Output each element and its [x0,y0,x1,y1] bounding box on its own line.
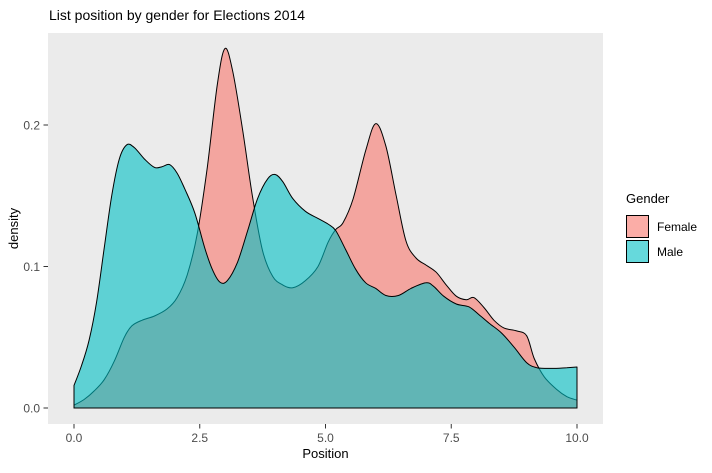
density-area-male [73,143,578,409]
y-tick-label: 0.0 [23,402,40,416]
legend-item-female: Female [626,215,697,238]
legend-label-male: Male [657,244,684,259]
x-tick-label: 0.0 [66,431,83,445]
x-tick-label: 5.0 [317,431,334,445]
plot-title: List position by gender for Elections 20… [49,7,306,23]
y-axis-title: density [1,33,27,424]
legend: Gender Female Male [626,191,697,265]
legend-swatch-female [626,215,649,238]
x-axis-title: Position [302,446,349,461]
x-tick-label: 2.5 [191,431,208,445]
legend-label-female: Female [657,219,698,234]
legend-swatch-male [626,240,649,263]
legend-title: Gender [626,191,670,206]
y-tick-label: 0.1 [23,260,40,274]
x-tick-label: 10.0 [565,431,589,445]
legend-item-male: Male [626,240,697,263]
x-tick-label: 7.5 [443,431,460,445]
y-axis-title-text: density [6,207,22,250]
y-tick-label: 0.2 [23,119,40,133]
